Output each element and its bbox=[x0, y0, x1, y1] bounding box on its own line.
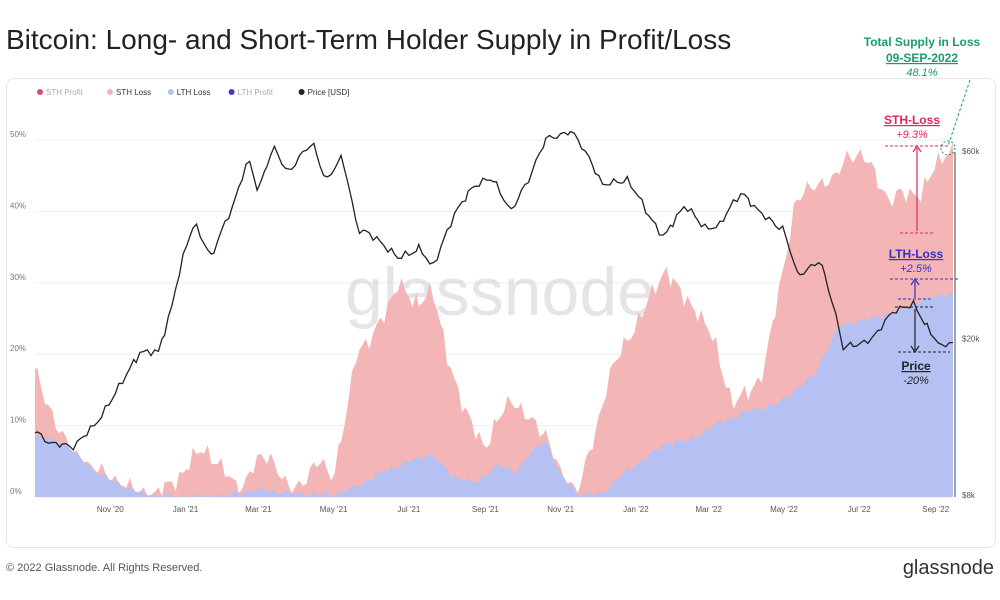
x-tick-label: Nov '21 bbox=[547, 505, 574, 514]
x-tick-label: Mar '21 bbox=[245, 505, 272, 514]
y-tick-label: 10% bbox=[10, 416, 26, 425]
legend-label: LTH Profit bbox=[238, 88, 274, 97]
price-layer bbox=[34, 130, 953, 452]
lth-loss-area bbox=[35, 292, 953, 497]
annotations: Total Supply in Loss 09-SEP-2022 48.1% STH-… bbox=[864, 35, 981, 387]
y-right-tick-label: $20k bbox=[962, 335, 980, 344]
anno-total-date: 09-SEP-2022 bbox=[886, 51, 958, 65]
x-tick-label: Nov '20 bbox=[97, 505, 124, 514]
x-tick-label: Sep '22 bbox=[922, 505, 949, 514]
y-tick-label: 0% bbox=[10, 487, 22, 496]
anno-lth-title: LTH-Loss bbox=[889, 247, 944, 261]
x-tick-label: May '22 bbox=[770, 505, 798, 514]
legend-label: STH Loss bbox=[116, 88, 151, 97]
anno-sth-title: STH-Loss bbox=[884, 113, 940, 127]
footer-copyright: © 2022 Glassnode. All Rights Reserved. bbox=[6, 562, 203, 574]
legend: STH Profit STH Loss LTH Loss LTH Profit Pric… bbox=[37, 88, 349, 97]
axis-layer: 0% 10% 20% 30% 40% 50% Nov '20 Jan '21 Mar '21 Ma… bbox=[10, 130, 980, 514]
anno-lth-value: +2.5% bbox=[900, 263, 932, 275]
area-layer bbox=[35, 142, 953, 497]
legend-label: LTH Loss bbox=[177, 88, 211, 97]
x-tick-label: Jul '22 bbox=[848, 505, 871, 514]
y-tick-label: 30% bbox=[10, 273, 26, 282]
legend-marker bbox=[298, 89, 305, 95]
anno-total-title: Total Supply in Loss bbox=[864, 35, 981, 49]
anno-total-leader bbox=[947, 79, 971, 147]
anno-total-marker bbox=[940, 140, 956, 156]
legend-label: Price [USD] bbox=[308, 88, 350, 97]
page-title: Bitcoin: Long- and Short-Term Holder Sup… bbox=[6, 24, 732, 55]
legend-marker bbox=[107, 89, 113, 95]
anno-lth-arrowhead bbox=[910, 277, 920, 286]
y-tick-label: 20% bbox=[10, 344, 26, 353]
footer-logo: glassnode bbox=[902, 557, 994, 579]
anno-price-value: -20% bbox=[903, 375, 929, 387]
y-tick-label: 40% bbox=[10, 201, 26, 210]
anno-sth-arrowhead bbox=[912, 144, 922, 153]
x-tick-label: Jan '22 bbox=[623, 505, 649, 514]
legend-marker bbox=[37, 89, 43, 95]
legend-label: STH Profit bbox=[46, 88, 84, 97]
y-right-tick-label: $8k bbox=[962, 491, 976, 500]
x-tick-label: Sep '21 bbox=[472, 505, 499, 514]
legend-marker bbox=[228, 89, 235, 95]
x-tick-label: Jan '21 bbox=[173, 505, 199, 514]
legend-marker bbox=[167, 89, 174, 95]
x-tick-label: Mar '22 bbox=[695, 505, 722, 514]
sth-loss-area bbox=[35, 142, 953, 497]
anno-price-arrowhead bbox=[910, 345, 920, 354]
y-tick-label: 50% bbox=[10, 130, 26, 139]
y-right-tick-label: $60k bbox=[962, 147, 980, 156]
x-tick-label: May '21 bbox=[320, 505, 348, 514]
anno-sth-value: +9.3% bbox=[896, 129, 928, 141]
price-line bbox=[34, 130, 953, 452]
anno-total-value: 48.1% bbox=[906, 67, 937, 79]
x-tick-label: Jul '21 bbox=[397, 505, 420, 514]
anno-price-title: Price bbox=[901, 359, 931, 373]
